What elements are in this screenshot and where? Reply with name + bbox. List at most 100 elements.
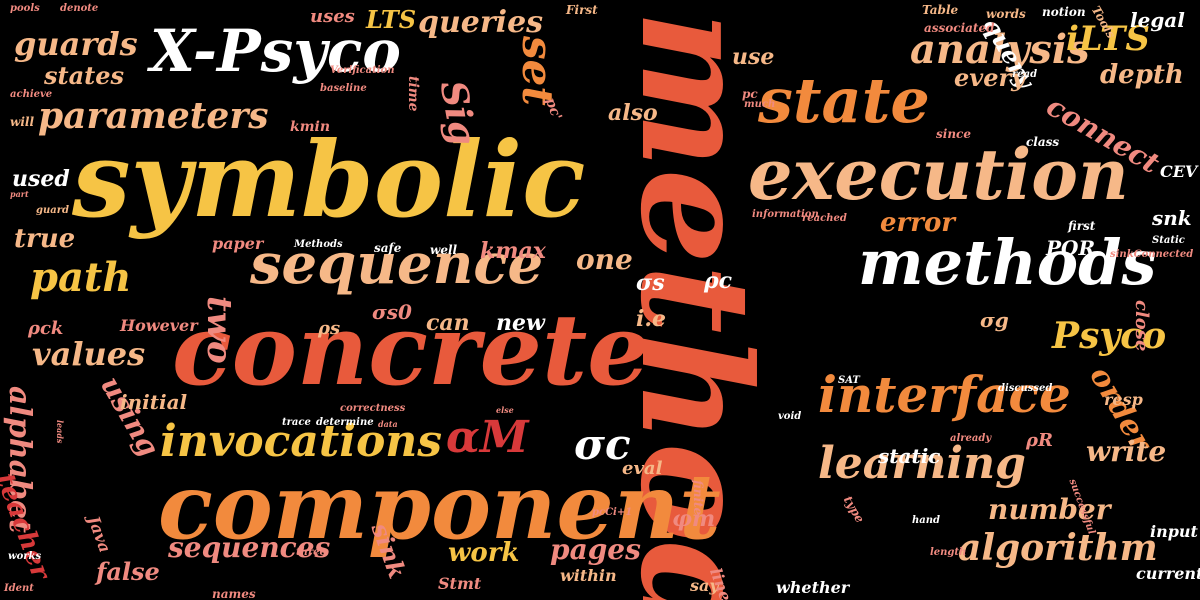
word-component: component (158, 454, 721, 560)
word-true: true (14, 224, 76, 254)
word-achieve: achieve (10, 89, 53, 100)
word-java: Java (84, 513, 115, 556)
word-read: read (1012, 69, 1038, 80)
word-since: since (936, 127, 971, 141)
word-first: first (1068, 219, 1096, 233)
word-whether: whether (776, 578, 850, 597)
word-verification: Verification (330, 65, 395, 76)
word-static: static (878, 444, 941, 468)
word-close: close (1131, 300, 1152, 352)
word-psyco: Psyco (1052, 315, 1167, 357)
word-alpha-m: αM (446, 412, 529, 463)
word-execution: execution (748, 133, 1129, 216)
word-ident: Ident (4, 583, 34, 594)
word-safe: safe (374, 241, 402, 255)
word-concrete: concrete (172, 293, 650, 408)
word-depth: depth (1100, 60, 1184, 90)
word-new: new (496, 310, 545, 336)
word-pages: pages (550, 533, 641, 566)
word-can: can (426, 310, 470, 336)
word-associated: associated (924, 21, 995, 35)
word-rho-s: ρs (318, 318, 341, 339)
word-else: else (496, 405, 514, 415)
word-works: works (8, 551, 42, 562)
word-sinkconnected: sinkConnected (1110, 249, 1194, 260)
word-state: state (758, 64, 930, 137)
word-parameters: parameters (38, 95, 269, 137)
word-sigma-g: σg (980, 308, 1009, 332)
word-finite: finite (691, 480, 705, 516)
word-much: much (744, 99, 776, 110)
word-denote: denote (60, 3, 99, 14)
word-lts: LTS (366, 5, 417, 34)
word-trace: trace (282, 417, 311, 428)
word-sat: SAT (838, 375, 860, 386)
word-cev: CEV (1160, 162, 1198, 181)
word-also: also (608, 100, 658, 126)
word-part: part (10, 189, 29, 199)
word-say: say (690, 576, 719, 595)
word-methods: methods (858, 226, 1157, 299)
word-well: well (430, 243, 458, 257)
word-phi-m: φm (672, 506, 716, 532)
word-void: void (778, 411, 802, 422)
word-queries: queries (418, 5, 544, 40)
word-number: number (988, 493, 1111, 526)
word-kmin: kmin (290, 119, 331, 135)
word-static-cap: Static (1152, 235, 1185, 246)
word-leads: leads (55, 420, 65, 444)
word-every: every (954, 63, 1026, 92)
word-eval: eval (622, 458, 663, 479)
word-legal: legal (1130, 8, 1185, 32)
word-false: false (96, 557, 160, 586)
word-set: set (513, 36, 562, 106)
word-guard: guard (36, 205, 70, 216)
word-rho-ck: ρck (28, 318, 64, 339)
word-using: using (94, 370, 166, 463)
word-learning: learning (818, 438, 1026, 489)
word-length: length (930, 547, 967, 558)
word-already: already (950, 433, 992, 444)
word-two: two (199, 296, 239, 364)
word-x-psyco: X-Psyco (150, 17, 401, 85)
word-initial: initial (120, 390, 188, 414)
word-invocations: invocations (160, 416, 443, 467)
word-states: states (44, 61, 125, 90)
word-information: information (752, 209, 819, 220)
word-within: within (560, 566, 617, 585)
word-one: one (576, 243, 633, 276)
word-sig: Sig (431, 77, 485, 149)
word-used: used (12, 166, 70, 192)
word-baseline: baseline (320, 83, 367, 94)
word-data: data (378, 419, 398, 429)
word-work: work (448, 538, 520, 568)
word-error: error (880, 208, 955, 238)
word-paper: paper (212, 234, 264, 253)
word-time: time (405, 76, 421, 112)
word-pcci1: pcCi+1 (592, 507, 633, 518)
word-input: input (1150, 522, 1198, 541)
word-rho-c: ρc (704, 268, 733, 294)
word-stmt: Stmt (438, 574, 482, 593)
word-i-e: i.e (636, 306, 667, 332)
word-path: path (30, 254, 132, 301)
word-will: will (10, 115, 35, 129)
word-table: Table (922, 3, 959, 17)
word-uses: uses (310, 6, 355, 27)
word-three: three (296, 547, 326, 558)
word-discussed: discussed (998, 383, 1053, 394)
word-words: words (986, 7, 1026, 21)
word-determine: determine (316, 417, 374, 428)
word-pc: pc (742, 87, 758, 101)
word-por: POR (1046, 236, 1096, 260)
word-sequence: sequence (250, 231, 544, 297)
word-sigma-s: σs (636, 270, 665, 296)
word-kmax: kmax (480, 238, 546, 264)
word-notion: notion (1042, 5, 1086, 19)
word-current: current (1136, 564, 1200, 583)
word-sigma-s0: σs0 (372, 300, 412, 324)
word-values: values (32, 335, 146, 373)
word-guards: guards (14, 25, 138, 63)
word-correctness: correctness (340, 403, 406, 414)
word-algorithm: algorithm (958, 527, 1158, 569)
